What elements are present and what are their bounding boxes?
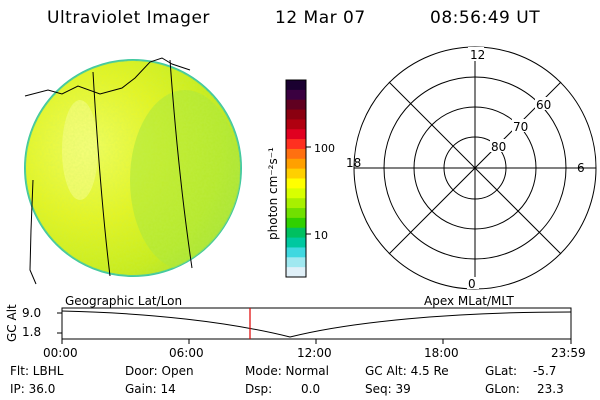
x-tick-1200: 12:00 [297,346,332,360]
color-bar-tick-10: 10 [314,229,328,242]
x-tick-0000: 00:00 [43,346,78,360]
color-bar-band [286,139,306,150]
timeline-right-label: Apex MLat/MLT [424,294,514,308]
color-bar-frame [285,79,307,278]
color-bar [286,80,306,278]
status-gain: Gain: 14 [125,382,176,396]
time-label: 08:56:49 UT [430,8,541,28]
color-bar-band [286,257,306,268]
color-bar-band [286,217,306,229]
x-tick-0600: 06:00 [169,346,204,360]
color-bar-band [286,178,306,189]
app-title: Ultraviolet Imager [47,8,210,28]
y-tick-9: 9.0 [22,306,41,320]
lat-label-60: 60 [536,98,551,112]
color-bar-band [286,158,306,170]
x-tick-1800: 18:00 [424,346,459,360]
status-door: Door: Open [125,364,194,378]
color-bar-band [286,188,306,199]
color-bar-band [286,267,306,278]
status-gc-alt: GC Alt: 4.5 Re [365,364,449,378]
status-dsp-label: Dsp: [245,382,273,396]
y-tick-1-8: 1.8 [22,325,41,339]
status-flt: Flt: LBHL [10,364,64,378]
status-glat-value: -5.7 [533,364,557,378]
color-bar-band [286,247,306,258]
geographic-lines [24,57,193,285]
mlt-label-6: 6 [577,161,585,175]
color-bar-tick-100: 100 [314,142,335,155]
lat-label-70: 70 [513,120,528,134]
date-label: 12 Mar 07 [275,8,366,28]
color-bar-unit-label: photon cm⁻²s⁻¹ [266,147,280,240]
color-bar-band [286,109,306,120]
color-bar-band [286,208,306,219]
color-bar-band [286,237,306,248]
polar-plot [353,46,597,290]
lat-label-80: 80 [491,140,506,154]
color-bar-band [286,80,306,91]
status-seq: Seq: 39 [365,382,411,396]
mlt-label-0: 0 [468,277,476,291]
mlt-label-12: 12 [470,48,485,62]
timeline-left-label: Geographic Lat/Lon [65,294,182,308]
mlt-label-18: 18 [346,156,361,170]
timeline-y-ticks [57,312,62,334]
timeline-frame [61,307,572,340]
color-bar-band [286,168,306,179]
timeline-x-ticks [61,339,572,344]
x-tick-2359: 23:59 [551,346,586,360]
color-bar-band [286,148,306,160]
status-mode: Mode: Normal [245,364,329,378]
color-bar-band [286,129,306,140]
color-bar-band [286,89,306,101]
altitude-curve [61,310,572,338]
status-dsp-value: 0.0 [301,382,321,396]
status-ip: IP: 36.0 [10,382,56,396]
color-bar-band [286,227,306,239]
timeline-axis-title: GC Alt [5,304,19,342]
color-bar-ticks [306,146,311,235]
status-glon-label: GLon: [485,382,520,396]
color-bar-band [286,198,306,209]
status-glat-label: GLat: [485,364,518,378]
uv-image-disk [24,59,242,277]
color-bar-band [286,99,306,111]
color-bar-band [286,119,306,130]
status-glon-value: 23.3 [537,382,564,396]
